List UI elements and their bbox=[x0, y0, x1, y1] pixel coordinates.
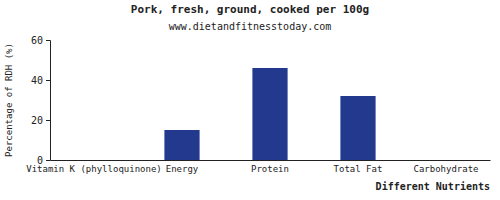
x-tick-label: Total Fat bbox=[334, 164, 383, 174]
x-tick-label: Carbohydrate bbox=[413, 164, 478, 174]
y-tick: 20 bbox=[31, 115, 50, 126]
bar bbox=[76, 160, 111, 161]
y-tick-label: 40 bbox=[31, 75, 43, 86]
bar bbox=[252, 68, 287, 160]
y-tick-label: 20 bbox=[31, 115, 43, 126]
y-tick: 40 bbox=[31, 75, 50, 86]
chart: Pork, fresh, ground, cooked per 100g www.… bbox=[0, 0, 500, 200]
y-axis-title: Percentage of RDH (%) bbox=[4, 43, 14, 157]
y-axis-line bbox=[46, 41, 51, 161]
bar bbox=[428, 160, 463, 161]
plot: 0204060Vitamin K (phylloquinone)EnergyPr… bbox=[26, 35, 490, 175]
x-tick-label: Protein bbox=[251, 164, 289, 174]
bars bbox=[164, 68, 375, 160]
y-tick-mark bbox=[46, 80, 50, 81]
subtitle: www.dietandfitnesstoday.com bbox=[169, 21, 332, 32]
bar bbox=[340, 96, 375, 160]
x-tick-label: Vitamin K (phylloquinone) bbox=[26, 164, 161, 174]
x-tick: Vitamin K (phylloquinone) bbox=[26, 164, 161, 174]
y-tick-mark bbox=[46, 120, 50, 121]
x-tick-label: Energy bbox=[166, 164, 199, 174]
y-tick-mark bbox=[46, 160, 50, 161]
y-tick-label: 60 bbox=[31, 35, 43, 46]
title: Pork, fresh, ground, cooked per 100g bbox=[131, 3, 369, 16]
x-tick: Energy bbox=[166, 164, 199, 174]
bar bbox=[164, 130, 199, 160]
x-tick: Protein bbox=[251, 164, 289, 174]
x-tick: Total Fat bbox=[334, 164, 383, 174]
y-tick: 60 bbox=[31, 35, 50, 46]
x-axis-title: Different Nutrients bbox=[376, 181, 490, 192]
y-tick-mark bbox=[46, 40, 50, 41]
x-axis: Vitamin K (phylloquinone) Energy Protein To… bbox=[26, 161, 490, 175]
y-axis: 0204060 bbox=[31, 35, 51, 166]
x-tick: Carbohydrate bbox=[413, 164, 478, 174]
x-axis-line bbox=[51, 160, 491, 161]
